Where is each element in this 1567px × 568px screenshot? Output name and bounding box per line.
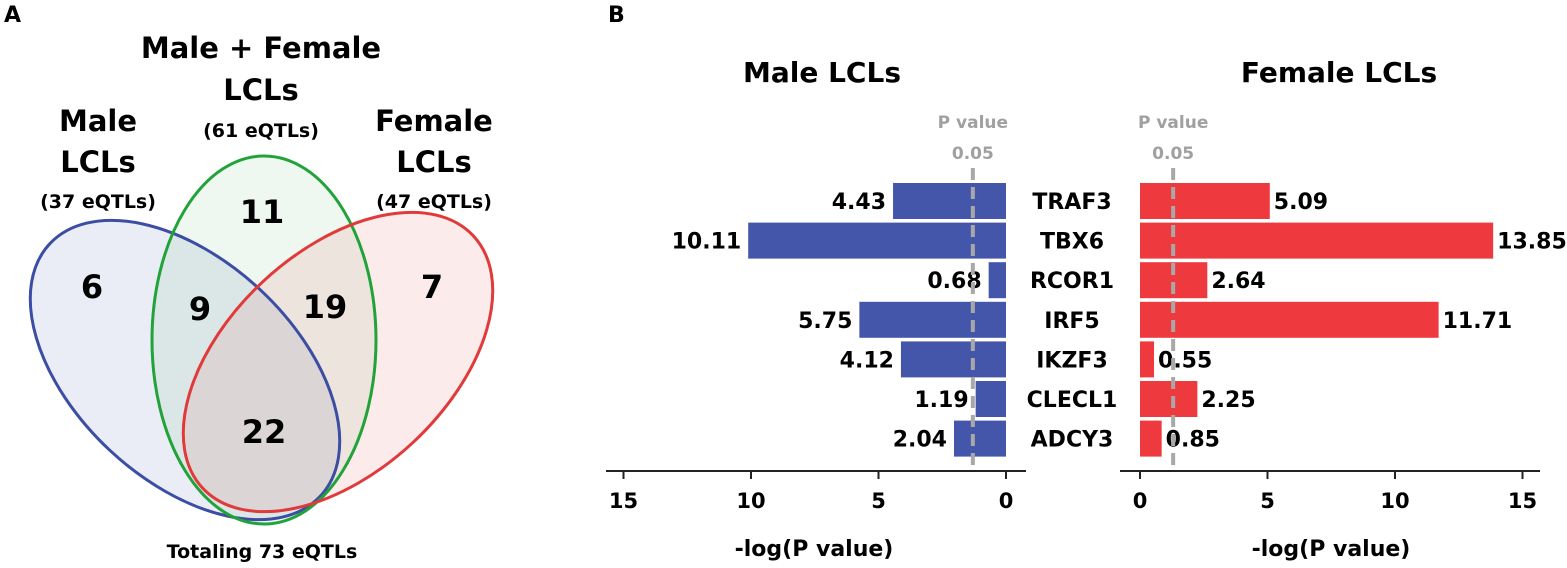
venn-total-label: Totaling 73 eQTLs	[167, 541, 358, 563]
male-value-label: 10.11	[672, 230, 742, 255]
female-bar-traf3	[1140, 183, 1270, 219]
venn-count-male-only: 6	[81, 268, 103, 306]
female-value-label: 2.25	[1201, 388, 1255, 413]
venn-count-female-only: 7	[421, 268, 443, 306]
male-value-label: 2.04	[893, 428, 947, 453]
female-threshold-label-2: 0.05	[1152, 144, 1194, 164]
gene-label-rcor1: RCOR1	[1030, 269, 1114, 294]
venn-count-male-both: 9	[189, 290, 211, 328]
venn-male-title-2: LCLs	[60, 145, 136, 179]
venn-female-fill	[183, 212, 493, 512]
female-threshold-label-1: P value	[1138, 113, 1208, 133]
male-value-label: 1.19	[914, 388, 968, 413]
venn-male-outline	[28, 218, 342, 522]
male-tick-label: 15	[609, 489, 638, 513]
female-bar-adcy3	[1140, 420, 1162, 457]
male-value-label: 4.43	[832, 190, 886, 215]
panel-a-label: A	[4, 3, 21, 28]
venn-female-outline	[181, 210, 495, 514]
male-threshold-label-2: 0.05	[952, 144, 994, 164]
female-value-label: 5.09	[1274, 190, 1328, 215]
female-tick-label: 0	[1133, 489, 1148, 513]
gene-label-adcy3: ADCY3	[1031, 428, 1114, 453]
gene-label-traf3: TRAF3	[1032, 190, 1111, 215]
venn-count-all-three: 22	[242, 413, 287, 451]
female-x-axis-title: -log(P value)	[1252, 537, 1411, 562]
venn-count-both-only: 11	[240, 193, 285, 231]
female-bar-tbx6	[1140, 222, 1494, 259]
female-bar-clecl1	[1140, 381, 1198, 417]
male-tick-label: 0	[999, 489, 1014, 513]
gene-labels: TRAF3 TBX6 RCOR1 IRF5 IKZF3 CLECL1 ADCY3	[1027, 190, 1118, 453]
male-threshold-label-1: P value	[938, 113, 1008, 133]
female-bar-chart: Female LCLs5.0913.852.6411.710.552.250.8…	[1120, 56, 1567, 562]
female-tick-label: 5	[1260, 489, 1275, 513]
female-tick-label: 15	[1508, 489, 1537, 513]
gene-label-irf5: IRF5	[1044, 309, 1099, 334]
venn-both-title-2: LCLs	[223, 73, 299, 107]
male-bar-chart: Male LCLs4.4310.110.685.754.121.192.04P …	[606, 56, 1026, 562]
panel-b-label: B	[608, 3, 625, 28]
gene-label-clecl1: CLECL1	[1027, 388, 1118, 413]
venn-both-title-1: Male + Female	[141, 31, 381, 65]
male-bar-irf5	[859, 301, 1006, 338]
male-x-axis-title: -log(P value)	[735, 537, 894, 562]
venn-male-subtitle: (37 eQTLs)	[40, 191, 156, 213]
female-value-label: 13.85	[1497, 230, 1567, 255]
venn-count-both-female: 19	[303, 288, 348, 326]
male-chart-title: Male LCLs	[743, 56, 901, 89]
male-tick-label: 5	[871, 489, 886, 513]
male-bar-ikzf3	[900, 341, 1006, 378]
venn-male-fill	[30, 220, 340, 520]
venn-female-title-1: Female	[375, 104, 493, 138]
female-bar-ikzf3	[1140, 341, 1155, 378]
gene-label-tbx6: TBX6	[1040, 230, 1104, 255]
venn-both-fill	[152, 156, 376, 524]
female-value-label: 2.64	[1211, 269, 1265, 294]
male-bar-rcor1	[988, 262, 1006, 299]
male-value-label: 5.75	[798, 309, 852, 334]
male-bar-clecl1	[975, 381, 1006, 417]
female-value-label: 0.55	[1158, 348, 1212, 373]
male-value-label: 4.12	[840, 348, 894, 373]
gene-label-ikzf3: IKZF3	[1036, 348, 1108, 373]
male-tick-label: 10	[736, 489, 765, 513]
female-value-label: 11.71	[1443, 309, 1513, 334]
male-bar-tbx6	[748, 222, 1006, 259]
venn-male-title-1: Male	[59, 104, 137, 138]
venn-panel: A Male LCLs (37 eQTLs) Male + Female LCL…	[4, 3, 495, 563]
venn-both-subtitle: (61 eQTLs)	[203, 120, 319, 142]
female-bar-irf5	[1140, 301, 1439, 338]
male-bar-adcy3	[953, 420, 1006, 457]
venn-female-title-2: LCLs	[396, 145, 472, 179]
male-bar-traf3	[893, 183, 1006, 219]
female-chart-title: Female LCLs	[1241, 56, 1437, 89]
venn-both-outline	[150, 154, 378, 526]
venn-female-subtitle: (47 eQTLs)	[376, 191, 492, 213]
female-tick-label: 10	[1380, 489, 1409, 513]
